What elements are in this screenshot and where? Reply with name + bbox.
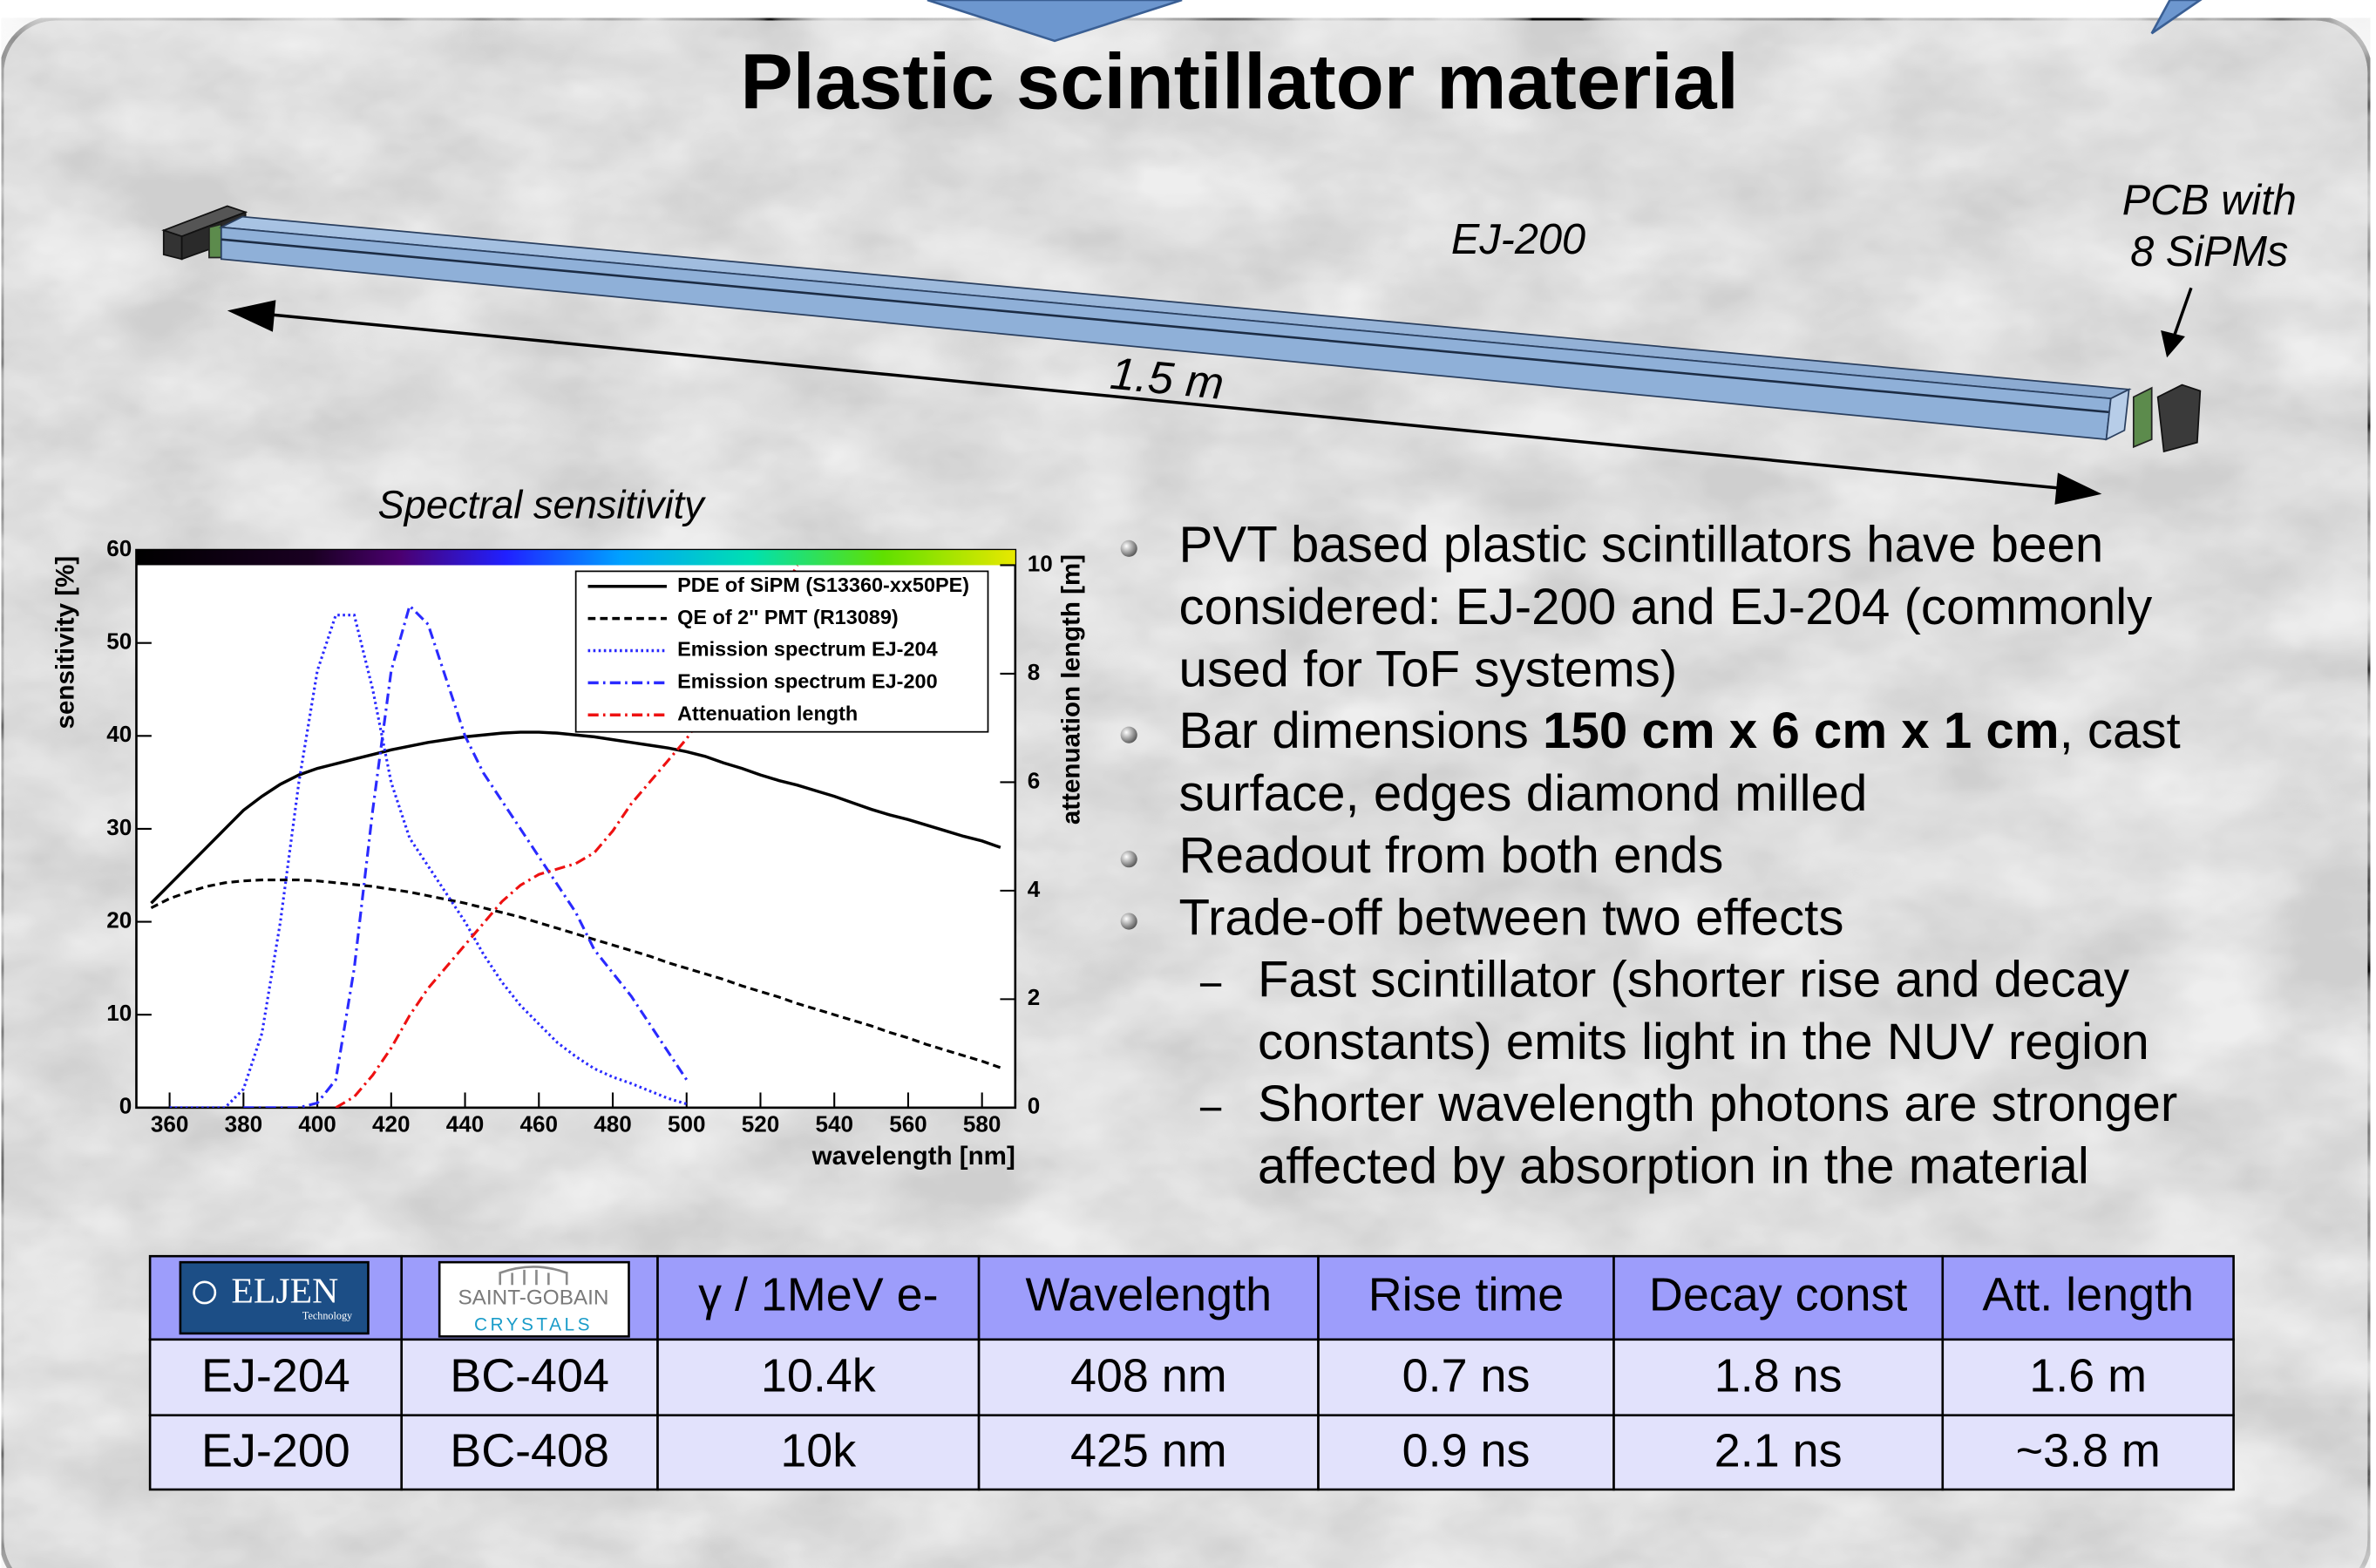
- chart-title: Spectral sensitivity: [378, 482, 707, 526]
- bullet-text: Shorter wavelength photons are stronger: [1258, 1076, 2177, 1132]
- bullet-dot: [1121, 851, 1137, 867]
- y-tick-label: 10: [106, 1000, 132, 1026]
- cell-text: 0.9 ns: [1402, 1424, 1531, 1476]
- y-tick-label: 60: [106, 535, 132, 561]
- bullet-text: PVT based plastic scintillators have bee…: [1179, 517, 2104, 574]
- bullet-text: used for ToF systems): [1179, 641, 1678, 697]
- bullet-text: surface, edges diamond milled: [1179, 765, 1868, 822]
- y2-tick-label: 0: [1028, 1093, 1041, 1119]
- bullet-dot: [1121, 913, 1137, 929]
- x-axis-label: wavelength [nm]: [811, 1142, 1015, 1171]
- cell-text: 10k: [780, 1424, 857, 1476]
- bullet-text: affected by absorption in the material: [1258, 1138, 2089, 1195]
- x-tick-label: 360: [151, 1111, 188, 1137]
- cell-text: BC-408: [450, 1424, 609, 1476]
- bullet-text: considered: EJ-200 and EJ-204 (commonly: [1179, 579, 2153, 635]
- cell-text: ~3.8 m: [2016, 1424, 2161, 1476]
- y2-tick-label: 10: [1028, 550, 1053, 576]
- y-tick-label: 50: [106, 628, 132, 655]
- cell-text: 1.8 ns: [1714, 1349, 1843, 1402]
- page: { "title": "Plastic scintillator materia…: [0, 0, 2376, 1568]
- logo-text: ELJEN: [231, 1271, 338, 1311]
- bullet-dot: [1121, 540, 1137, 557]
- cell-text: 10.4k: [761, 1349, 877, 1402]
- slide: Plastic scintillator material EJ-200 1.5…: [0, 0, 2376, 1568]
- pcb-label: PCB with: [2122, 177, 2297, 224]
- header-text: Att. length: [1982, 1268, 2194, 1320]
- bullet-dot: [1121, 727, 1137, 743]
- pcb: [2134, 388, 2152, 447]
- legend-label: Emission spectrum EJ-200: [677, 670, 938, 693]
- y2-tick-label: 2: [1028, 984, 1041, 1010]
- bullet-text: constants) emits light in the NUV region: [1258, 1014, 2149, 1070]
- x-tick-label: 420: [372, 1111, 410, 1137]
- logo-subtext: Technology: [302, 1310, 353, 1322]
- cell-text: EJ-200: [201, 1424, 350, 1476]
- header-text: Wavelength: [1026, 1268, 1273, 1320]
- spectrum-bar: [136, 550, 1015, 565]
- cell-text: 1.6 m: [2029, 1349, 2147, 1402]
- header-text: Decay const: [1649, 1268, 1907, 1320]
- logo-subtext: CRYSTALS: [474, 1315, 593, 1335]
- x-tick-label: 500: [668, 1111, 705, 1137]
- bullet-text: Bar dimensions 150 cm x 6 cm x 1 cm, cas…: [1179, 703, 2181, 760]
- x-tick-label: 440: [446, 1111, 484, 1137]
- length-label: 1.5 m: [1108, 349, 1225, 410]
- y-axis-label: sensitivity [%]: [51, 556, 79, 730]
- bar-label: EJ-200: [1451, 216, 1585, 263]
- logo-text: SAINT-GOBAIN: [458, 1286, 608, 1309]
- x-tick-label: 520: [742, 1111, 779, 1137]
- legend-label: Emission spectrum EJ-204: [677, 638, 938, 661]
- cell-text: 408 nm: [1070, 1349, 1227, 1402]
- bullet-text: Readout from both ends: [1179, 827, 1724, 884]
- text-run: Bar dimensions: [1179, 703, 1544, 760]
- y-tick-label: 30: [106, 814, 132, 840]
- pcb: [209, 224, 221, 257]
- legend-label: QE of 2'' PMT (R13089): [677, 606, 899, 628]
- cell-text: BC-404: [450, 1349, 609, 1402]
- x-tick-label: 540: [815, 1111, 852, 1137]
- text-run: 150 cm x 6 cm x 1 cm: [1543, 703, 2059, 760]
- properties-table: EJ-204 EJ-200 BC-404 BC-408 γ / 1MeV e- 10.4k…: [150, 1256, 2233, 1490]
- bullet-text: Fast scintillator (shorter rise and deca…: [1258, 952, 2129, 1008]
- x-tick-label: 480: [594, 1111, 631, 1137]
- x-tick-label: 560: [889, 1111, 927, 1137]
- y2-axis-label: attenuation length [m]: [1057, 554, 1086, 825]
- y2-tick-label: 6: [1028, 767, 1041, 793]
- legend-label: Attenuation length: [677, 702, 858, 724]
- slide-title: Plastic scintillator material: [740, 38, 1738, 126]
- x-tick-label: 380: [225, 1111, 262, 1137]
- x-tick-label: 580: [963, 1111, 1001, 1137]
- y2-tick-label: 4: [1028, 876, 1041, 902]
- y2-tick-label: 8: [1028, 659, 1041, 685]
- y-tick-label: 20: [106, 906, 132, 933]
- y-tick-label: 40: [106, 721, 132, 747]
- y-tick-label: 0: [119, 1093, 132, 1119]
- header-text: γ / 1MeV e-: [698, 1268, 938, 1320]
- pcb-label: 8 SiPMs: [2130, 228, 2288, 275]
- cell-text: 425 nm: [1070, 1424, 1227, 1476]
- bullet-text: Trade-off between two effects: [1179, 889, 1844, 946]
- header-text: Rise time: [1368, 1268, 1565, 1320]
- x-tick-label: 400: [298, 1111, 336, 1137]
- legend-label: PDE of SiPM (S13360-xx50PE): [677, 574, 969, 596]
- cell-text: 2.1 ns: [1714, 1424, 1843, 1476]
- text-run: , cast: [2060, 703, 2181, 760]
- x-tick-label: 460: [520, 1111, 558, 1137]
- cell-text: EJ-204: [201, 1349, 350, 1402]
- connector: [2158, 385, 2201, 451]
- cell-text: 0.7 ns: [1402, 1349, 1531, 1402]
